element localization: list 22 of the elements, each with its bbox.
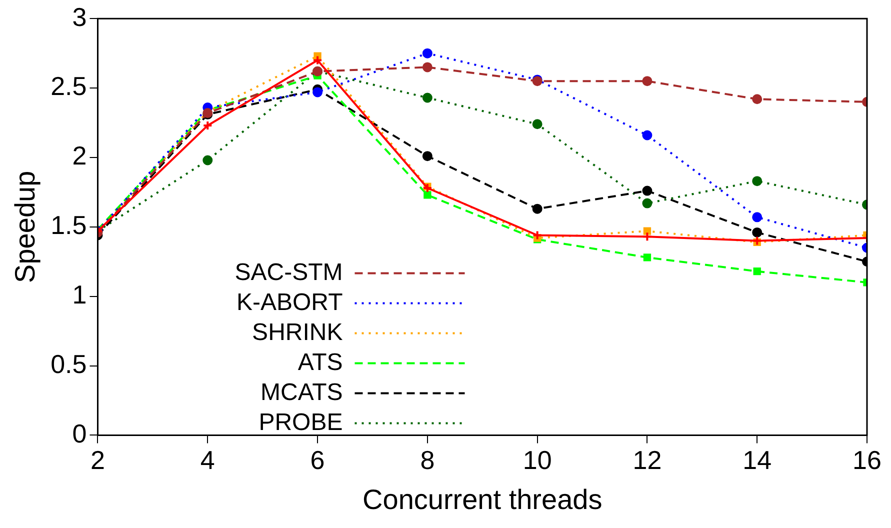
x-tick-label: 8 xyxy=(420,444,435,475)
x-tick-label: 10 xyxy=(522,444,552,475)
y-tick-label: 0 xyxy=(72,418,87,448)
y-tick-label: 1.5 xyxy=(50,210,87,240)
x-tick-label: 6 xyxy=(310,444,325,475)
y-tick-label: 3 xyxy=(72,2,87,32)
y-tick-label: 1 xyxy=(72,280,87,310)
y-tick-label: 2.5 xyxy=(50,71,87,102)
x-tick-label: 12 xyxy=(632,444,662,475)
legend-label: ATS xyxy=(298,348,343,376)
legend-label: PROBE xyxy=(258,408,343,436)
legend-label: K-ABORT xyxy=(236,288,344,316)
legend-label: MCATS xyxy=(260,378,343,406)
y-tick-label: 2 xyxy=(72,140,87,171)
y-tick-label: 0.5 xyxy=(50,348,87,379)
legend-label: SAC-STM xyxy=(234,258,343,286)
x-tick-label: 14 xyxy=(742,444,772,475)
y-axis-title: Speedup xyxy=(10,170,41,283)
legend-label: SHRINK xyxy=(252,318,343,346)
x-tick-label: 16 xyxy=(852,444,882,475)
x-tick-label: 4 xyxy=(200,444,215,475)
x-axis-title: Concurrent threads xyxy=(362,484,602,515)
